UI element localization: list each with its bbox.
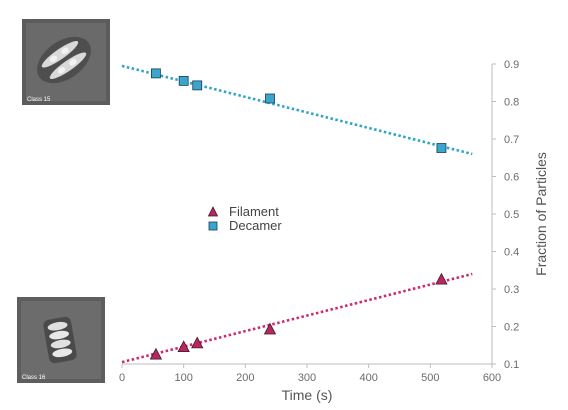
y-tick-label: 0.1 bbox=[504, 359, 519, 371]
y-axis-label: Fraction of Particles bbox=[533, 152, 549, 276]
legend-label: Decamer bbox=[229, 218, 282, 233]
y-tick-label: 0.5 bbox=[504, 209, 519, 221]
data-points bbox=[149, 68, 448, 360]
legend-square-marker bbox=[208, 221, 218, 231]
y-tick-label: 0.4 bbox=[504, 247, 519, 259]
y-tick-label: 0.2 bbox=[504, 322, 519, 334]
x-axis-label: Time (s) bbox=[282, 387, 333, 403]
x-tick-label: 500 bbox=[421, 372, 439, 384]
trendlines bbox=[121, 64, 473, 364]
decamer-point bbox=[151, 68, 161, 79]
thumbnail-label: Class 16 bbox=[22, 375, 46, 381]
filament-point bbox=[177, 340, 190, 353]
y-tick-label: 0.3 bbox=[504, 284, 519, 296]
decamer-point bbox=[265, 93, 275, 104]
x-tick-label: 300 bbox=[298, 372, 316, 384]
thumbnail-label: Class 15 bbox=[27, 97, 51, 103]
filament-trendline bbox=[121, 272, 473, 364]
decamer-point bbox=[192, 80, 203, 91]
decamer-point bbox=[436, 143, 447, 153]
x-tick-label: 100 bbox=[174, 372, 192, 384]
filament-point bbox=[149, 347, 163, 360]
x-tick-label: 400 bbox=[359, 372, 377, 384]
filament-particle-image bbox=[43, 316, 77, 364]
y-tick-label: 0.7 bbox=[504, 134, 519, 146]
y-tick-label: 0.6 bbox=[504, 172, 519, 184]
x-tick-label: 0 bbox=[119, 372, 125, 384]
class-thumbnails: Class 15 Class 16 bbox=[17, 19, 110, 383]
legend-label: Filament bbox=[229, 204, 279, 219]
x-tick-label: 600 bbox=[483, 372, 501, 384]
thumbnail-class-15: Class 15 bbox=[22, 19, 110, 105]
filament-point bbox=[191, 336, 204, 349]
thumbnail-class-16: Class 16 bbox=[17, 297, 105, 383]
y-tick-label: 0.9 bbox=[504, 59, 519, 71]
filament-point bbox=[435, 272, 448, 285]
decamer-particle-image bbox=[37, 36, 91, 84]
decamer-point bbox=[178, 75, 189, 86]
decamer-trendline bbox=[121, 64, 473, 156]
x-tick-label: 200 bbox=[236, 372, 254, 384]
filament-point bbox=[263, 322, 277, 335]
y-tick-label: 0.8 bbox=[504, 97, 519, 109]
legend-triangle-marker bbox=[207, 206, 219, 217]
